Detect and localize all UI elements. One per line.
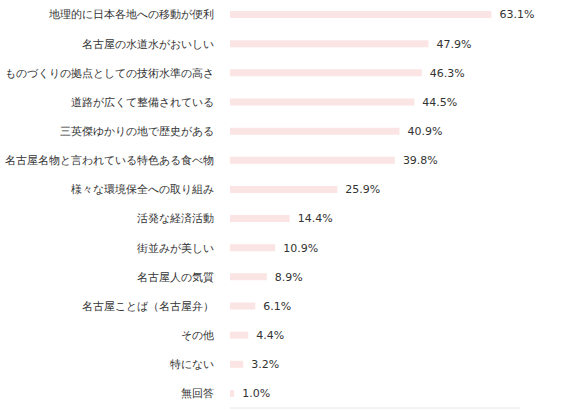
svg-text:名古屋の水道水がおいしい: 名古屋の水道水がおいしい [82,38,214,51]
svg-text:10.9%: 10.9% [283,242,318,255]
svg-text:ものづくりの拠点としての技術水準の高さ: ものづくりの拠点としての技術水準の高さ [8,67,214,80]
svg-text:3.2%: 3.2% [251,358,279,371]
svg-text:街並みが美しい: 街並みが美しい [137,242,214,255]
svg-text:その他: その他 [181,329,214,342]
svg-text:8.9%: 8.9% [275,271,303,284]
svg-text:名古屋ことば（名古屋弁）: 名古屋ことば（名古屋弁） [82,300,214,313]
svg-text:地理的に日本各地への移動が便利: 地理的に日本各地への移動が便利 [48,8,214,21]
svg-text:特にない: 特にない [170,358,214,371]
svg-text:名古屋人の気質: 名古屋人の気質 [137,271,214,284]
svg-text:様々な環境保全への取り組み: 様々な環境保全への取り組み [71,183,214,196]
svg-text:三英傑ゆかりの地で歴史がある: 三英傑ゆかりの地で歴史がある [60,125,214,138]
svg-text:6.1%: 6.1% [263,300,291,313]
svg-text:4.4%: 4.4% [256,329,284,342]
svg-text:46.3%: 46.3% [430,67,465,80]
svg-text:44.5%: 44.5% [422,96,457,109]
svg-text:47.9%: 47.9% [436,38,471,51]
svg-text:道路が広くて整備されている: 道路が広くて整備されている [71,96,214,109]
svg-text:25.9%: 25.9% [345,183,380,196]
svg-text:63.1%: 63.1% [499,8,534,21]
svg-text:1.0%: 1.0% [242,387,270,400]
svg-text:活発な経済活動: 活発な経済活動 [137,212,214,225]
svg-text:名古屋名物と言われている特色ある食べ物: 名古屋名物と言われている特色ある食べ物 [8,154,214,167]
svg-text:14.4%: 14.4% [298,212,333,225]
svg-text:39.8%: 39.8% [403,154,438,167]
svg-text:40.9%: 40.9% [407,125,442,138]
svg-text:無回答: 無回答 [181,387,214,400]
